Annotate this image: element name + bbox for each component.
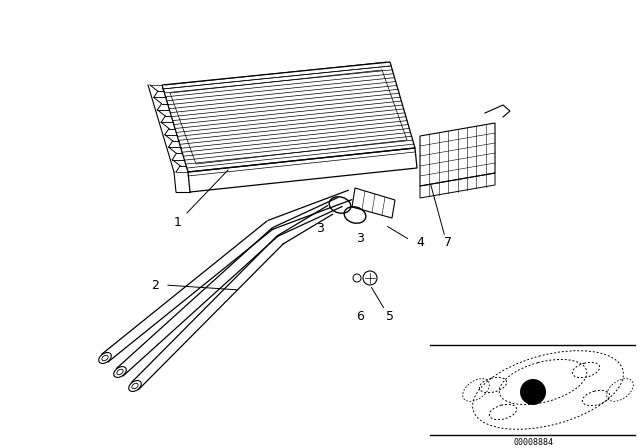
Text: 2: 2: [151, 279, 159, 292]
Text: 4: 4: [416, 236, 424, 249]
Text: 00008884: 00008884: [513, 438, 553, 447]
Text: 3: 3: [356, 232, 364, 245]
Circle shape: [520, 379, 546, 405]
Text: 5: 5: [386, 310, 394, 323]
Text: 6: 6: [356, 310, 364, 323]
Text: 7: 7: [444, 236, 452, 249]
Text: 3: 3: [316, 221, 324, 234]
Text: 1: 1: [174, 215, 182, 228]
